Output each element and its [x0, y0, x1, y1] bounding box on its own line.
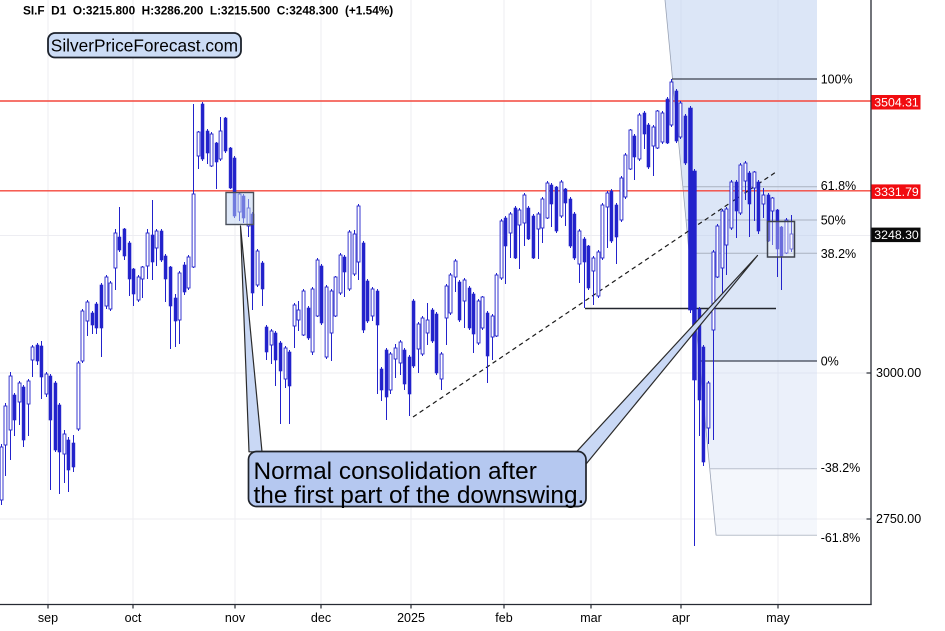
- svg-text:2750.00: 2750.00: [876, 512, 921, 526]
- svg-text:3000.00: 3000.00: [876, 366, 921, 380]
- svg-text:dec: dec: [311, 611, 331, 625]
- svg-text:oct: oct: [125, 611, 142, 625]
- svg-text:sep: sep: [38, 611, 58, 625]
- svg-text:SI.F D1 O:3215.800 H:3286.2: SI.F D1 O:3215.800 H:3286.200 L:3215.500…: [23, 4, 393, 18]
- svg-text:apr: apr: [672, 611, 690, 625]
- svg-text:2025: 2025: [397, 611, 425, 625]
- svg-text:may: may: [766, 611, 790, 625]
- svg-text:38.2%: 38.2%: [821, 247, 856, 261]
- svg-text:50%: 50%: [821, 213, 846, 227]
- svg-text:Normal consolidation after: Normal consolidation after: [254, 458, 537, 485]
- svg-text:3331.79: 3331.79: [874, 185, 919, 199]
- svg-text:3504.31: 3504.31: [874, 96, 919, 110]
- svg-text:100%: 100%: [821, 72, 853, 86]
- svg-text:feb: feb: [495, 611, 512, 625]
- svg-text:61.8%: 61.8%: [821, 179, 856, 193]
- svg-text:the first part of the downswin: the first part of the downswing.: [254, 482, 585, 509]
- svg-text:0%: 0%: [821, 354, 839, 368]
- svg-text:nov: nov: [225, 611, 246, 625]
- svg-text:-61.8%: -61.8%: [821, 531, 861, 545]
- svg-text:mar: mar: [580, 611, 602, 625]
- svg-text:-38.2%: -38.2%: [821, 461, 861, 475]
- svg-text:SilverPriceForecast.com: SilverPriceForecast.com: [51, 35, 238, 55]
- svg-text:3248.30: 3248.30: [874, 228, 919, 242]
